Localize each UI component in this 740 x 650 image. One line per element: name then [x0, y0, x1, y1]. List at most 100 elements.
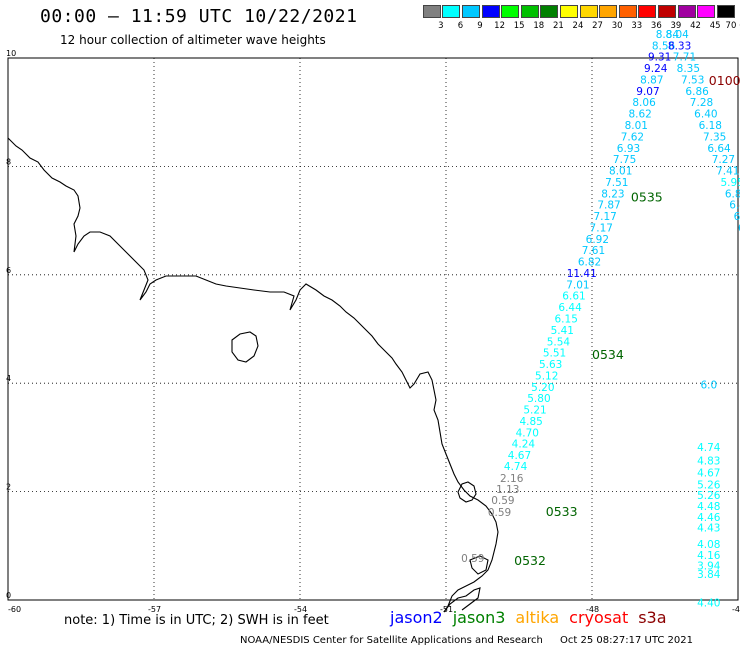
wave-height-value: 5.54 [547, 336, 571, 348]
legend-swatch [481, 5, 500, 18]
wave-height-value: 6.40 [694, 109, 717, 121]
legend-label: 39 [670, 21, 682, 31]
wave-height-value: 7.87 [597, 200, 620, 212]
wave-height-value: 4.48 [697, 501, 720, 513]
track-time-label: 0535 [631, 190, 663, 205]
wave-height-value: 7.41 [716, 166, 739, 178]
wave-height-value: 7.01 [566, 279, 589, 291]
satellite-cryosat: cryosat [569, 608, 629, 627]
legend-label: 9 [477, 21, 483, 31]
legend-label: 21 [552, 21, 564, 31]
wave-height-value: 9.31 [648, 52, 671, 64]
legend-swatch-cell: 15 [500, 5, 525, 31]
map-title: 00:00 – 11:59 UTC 10/22/2021 [40, 6, 358, 27]
legend-swatch-cell: 6 [442, 5, 464, 31]
wave-height-value: 5.12 [535, 370, 558, 382]
legend-swatch-cell: 9 [461, 5, 483, 31]
wave-height-value: 2.16 [500, 473, 524, 485]
wave-height-value: 0.59 [461, 553, 484, 565]
wave-height-value: 8.33 [668, 40, 691, 52]
wave-height-value: 6.86 [725, 188, 740, 200]
wave-height-value: 6.51 [734, 211, 740, 223]
wave-height-value: 4.67 [508, 450, 531, 462]
legend-label: 33 [631, 21, 643, 31]
wave-height-value: 7.17 [593, 211, 616, 223]
wave-height-value: 4.85 [519, 416, 542, 428]
track-0532: 0.59 [461, 553, 484, 565]
wave-height-value: 4.16 [697, 550, 721, 562]
legend-swatch [677, 5, 696, 18]
wave-height-value: 5.26 [697, 479, 721, 491]
track-time-label: 0100 [709, 73, 740, 88]
legend-label: 24 [572, 21, 584, 31]
legend-swatch-cell: 33 [618, 5, 642, 31]
y-tick-label: 6 [6, 266, 11, 275]
wave-height-value: 7.27 [712, 154, 735, 166]
legend-label: 36 [650, 21, 662, 31]
legend-label: 42 [690, 21, 701, 31]
x-tick-label: -60 [8, 605, 21, 614]
legend-swatch [442, 5, 461, 18]
legend-swatch [461, 5, 480, 18]
wave-height-value: 6.86 [685, 86, 709, 98]
wave-height-value: 8.87 [640, 74, 663, 86]
legend-swatch-cell: 24 [559, 5, 583, 31]
wave-height-value: 7.61 [582, 245, 605, 257]
island-marajo [457, 481, 477, 503]
island-small [231, 331, 259, 363]
wave-height-value: 4.24 [512, 439, 536, 451]
wave-height-value: 7.53 [681, 74, 704, 86]
wave-height-value: 5.80 [527, 393, 550, 405]
wave-height-value: 7.51 [605, 177, 628, 189]
legend-label: 27 [592, 21, 603, 31]
track-0533: 0.590.591.132.164.744.674.244.704.855.21… [488, 29, 680, 519]
track-time-labels: 0100 0535 0534 0533 0532 [514, 73, 740, 568]
map-grid [7, 57, 739, 601]
wave-height-value: 4.40 [697, 598, 720, 610]
satellite-altika: altika [515, 608, 560, 627]
wave-height-value: 6.0 [700, 380, 717, 392]
legend-swatch-cell: 45 [696, 5, 721, 31]
wave-height-value: 6.18 [699, 120, 722, 132]
legend-swatch [618, 5, 637, 18]
legend-label: 45 [709, 21, 721, 31]
wave-height-value: 5.63 [539, 359, 562, 371]
legend-swatch-cell: 39 [657, 5, 681, 31]
wave-height-value: 4.74 [504, 461, 528, 473]
wave-height-value: 6.15 [555, 313, 578, 325]
wave-height-value: 7.71 [673, 52, 696, 64]
credit-line: NOAA/NESDIS Center for Satellite Applica… [240, 635, 693, 646]
wave-height-value: 0.59 [488, 507, 511, 519]
legend-swatch-cell: 12 [481, 5, 505, 31]
legend-swatch [697, 5, 716, 18]
legend-swatch [579, 5, 598, 18]
legend-swatch-cell: 36 [638, 5, 662, 31]
map-subtitle: 12 hour collection of altimeter wave hei… [60, 33, 326, 47]
legend-label: 6 [457, 21, 464, 31]
generated-timestamp: Oct 25 08:27:17 UTC 2021 [560, 635, 693, 646]
legend-swatch [540, 5, 559, 18]
x-tick-label: -57 [148, 605, 161, 614]
wave-height-value: 8.35 [677, 63, 700, 75]
legend-swatch [599, 5, 618, 18]
wave-height-value: 5.20 [531, 382, 554, 394]
wave-height-value: 8.04 [665, 29, 689, 41]
legend-swatch-cell: 21 [540, 5, 564, 31]
wave-height-value: 8.01 [625, 120, 648, 132]
map-frame [7, 57, 739, 601]
x-tick-label: -54 [294, 605, 307, 614]
wave-height-value: 4.70 [516, 427, 539, 439]
wave-height-value: 6.82 [578, 257, 601, 269]
satellite-s3a: s3a [638, 608, 667, 627]
satellite-jason2: jason2 [390, 608, 443, 627]
wave-height-value: 9.07 [636, 86, 659, 98]
legend-swatch-cell: 18 [520, 5, 544, 31]
y-tick-label: 0 [6, 591, 11, 600]
wave-height-value: 5.26 [697, 490, 721, 502]
legend-swatch [657, 5, 676, 18]
credit-text: NOAA/NESDIS Center for Satellite Applica… [240, 635, 543, 646]
wave-height-value: 8.62 [628, 109, 651, 121]
wave-height-value: 11.41 [567, 268, 597, 280]
coast-south [443, 587, 481, 613]
